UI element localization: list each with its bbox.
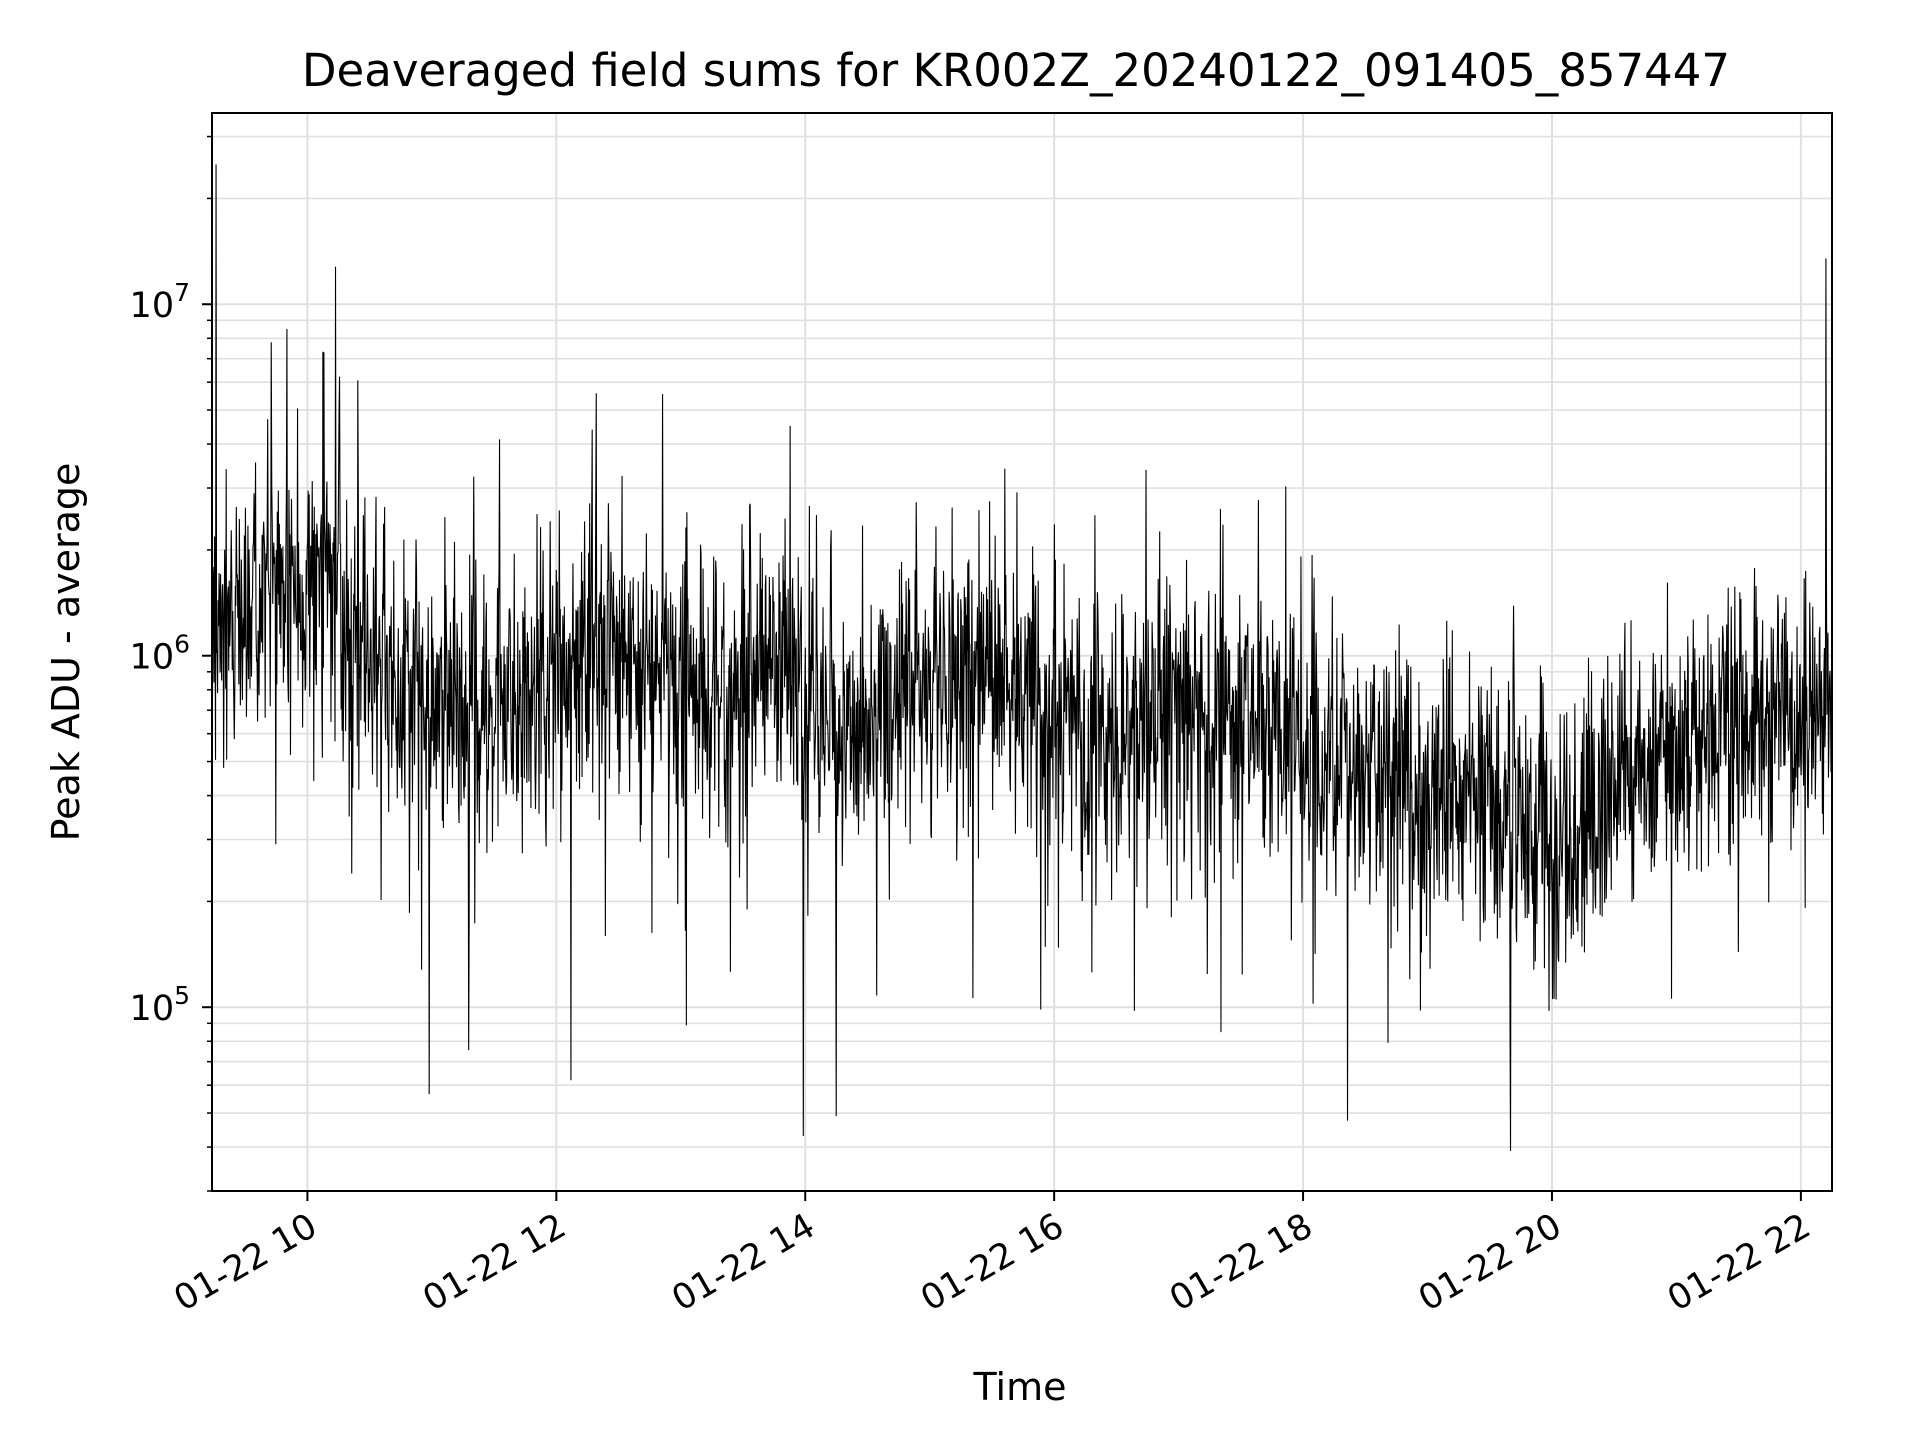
y-tick-labels: 105 106 107 xyxy=(130,278,190,1029)
y-tick-label: 107 xyxy=(130,278,190,326)
y-tick-label: 106 xyxy=(130,630,190,678)
grid xyxy=(212,113,1832,1192)
data-layer xyxy=(211,164,1833,1151)
plot-frame xyxy=(211,112,1833,1192)
y-tick-label: 105 xyxy=(130,981,190,1029)
axis-ticks xyxy=(202,135,1802,1201)
x-axis-label: Time xyxy=(973,1365,1067,1409)
chart-title: Deaveraged field sums for KR002Z_2024012… xyxy=(302,44,1730,97)
series-line xyxy=(211,164,1833,1151)
y-axis-label: Peak ADU - average xyxy=(44,463,88,842)
